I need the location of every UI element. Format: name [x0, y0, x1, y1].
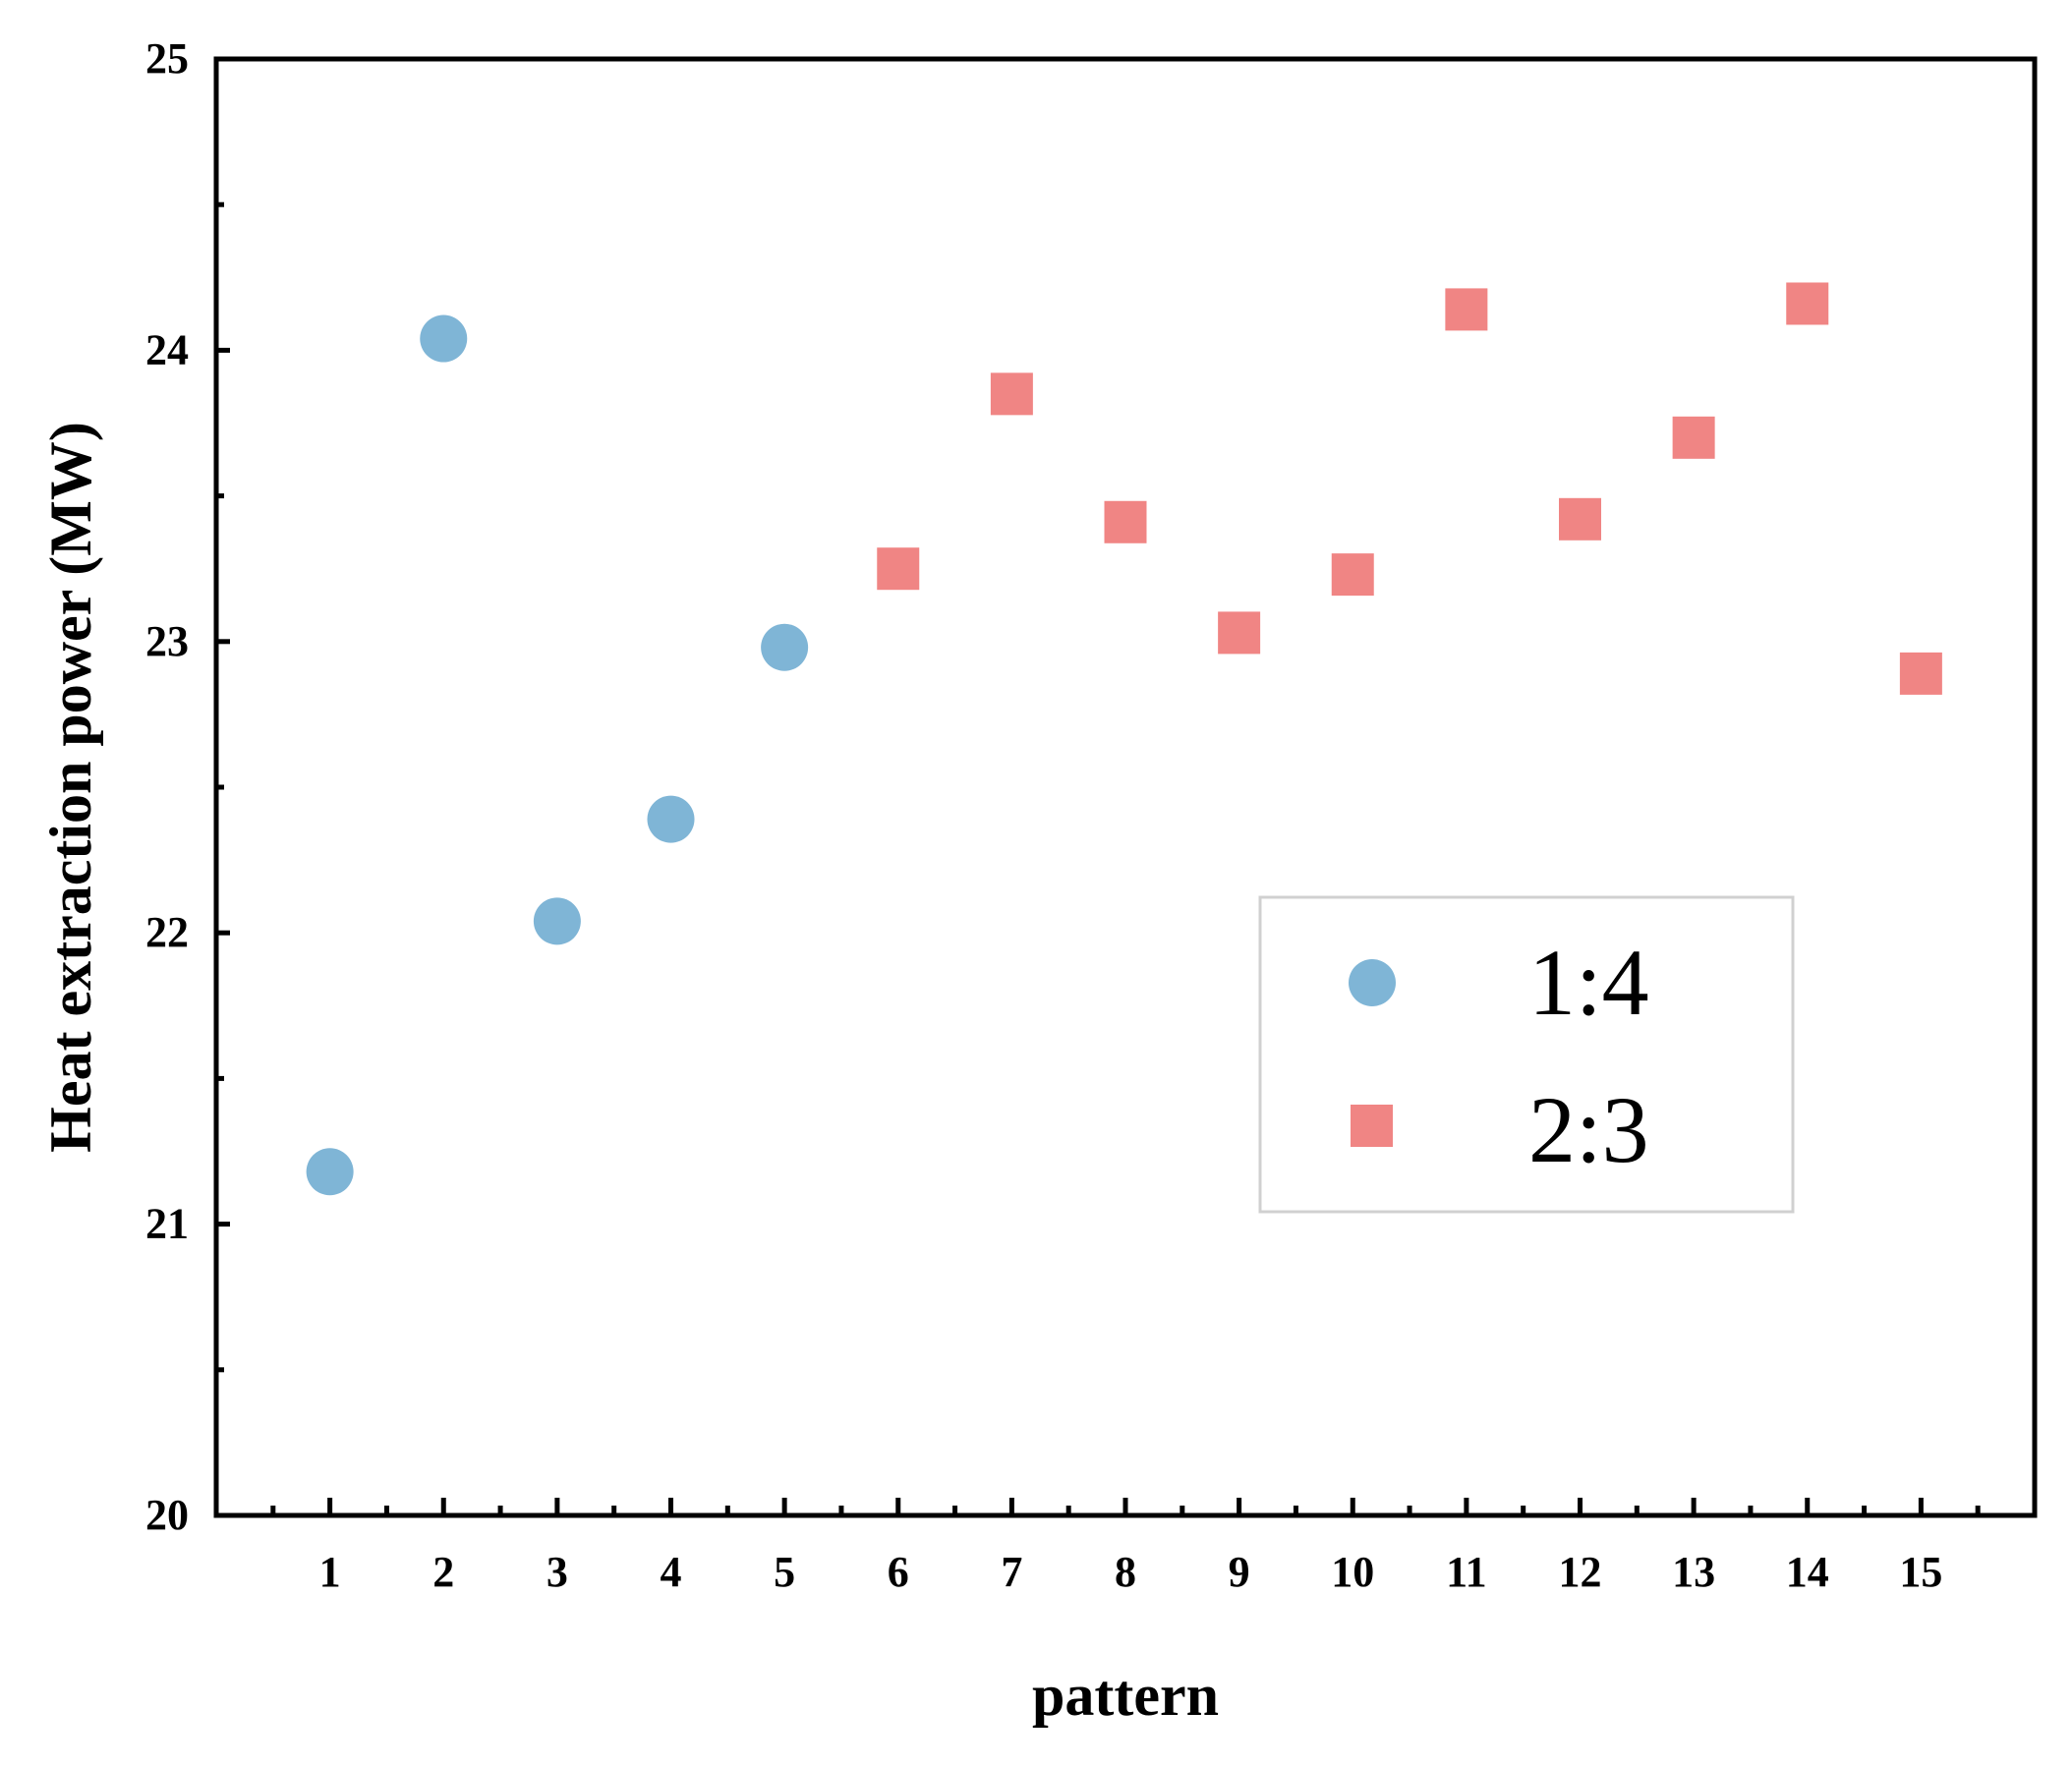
- data-point-series-2: [1104, 500, 1147, 543]
- legend-label-series-1: 1:4: [1528, 930, 1649, 1035]
- data-markers: [306, 282, 1942, 1196]
- data-point-series-2: [1899, 652, 1942, 695]
- x-tick-label: 1: [319, 1548, 341, 1596]
- y-axis-tick-labels: 20 21 22 23 24 25: [145, 34, 189, 1539]
- data-point-series-1: [420, 314, 468, 363]
- data-point-series-2: [877, 547, 920, 591]
- data-point-series-2: [1786, 282, 1829, 325]
- x-tick-label: 15: [1899, 1548, 1942, 1596]
- y-tick-label: 24: [145, 325, 189, 373]
- x-tick-label: 2: [432, 1548, 454, 1596]
- x-tick-label: 12: [1559, 1548, 1602, 1596]
- y-tick-label: 25: [145, 34, 189, 83]
- x-axis-title: pattern: [1032, 1663, 1219, 1728]
- x-tick-label: 9: [1229, 1548, 1250, 1596]
- x-tick-label: 7: [1001, 1548, 1022, 1596]
- data-point-series-2: [1218, 611, 1261, 655]
- x-tick-label: 13: [1672, 1548, 1715, 1596]
- y-axis-title: Heat extraction power (MW): [38, 422, 103, 1153]
- x-tick-label: 4: [661, 1548, 682, 1596]
- x-axis-ticks: [270, 1498, 1981, 1515]
- x-tick-label: 6: [888, 1548, 909, 1596]
- data-point-series-2: [1672, 416, 1715, 459]
- data-point-series-2: [1559, 497, 1601, 541]
- legend-label-series-2: 2:3: [1528, 1077, 1649, 1182]
- y-axis-ticks: [216, 56, 230, 1518]
- plot-frame: [213, 56, 2038, 1518]
- x-tick-label: 5: [774, 1548, 795, 1596]
- legend: 1:4 2:3: [1258, 895, 1795, 1214]
- x-tick-label: 10: [1331, 1548, 1374, 1596]
- y-tick-label: 21: [145, 1200, 189, 1248]
- data-point-series-2: [1445, 288, 1488, 331]
- data-point-series-2: [990, 372, 1033, 416]
- legend-marker-series-1: [1349, 959, 1396, 1006]
- data-point-series-1: [306, 1148, 354, 1196]
- x-axis-tick-labels: 1 2 3 4 5 6 7 8 9 10 11 12 13 14 15: [319, 1548, 1943, 1596]
- x-tick-label: 8: [1115, 1548, 1136, 1596]
- x-tick-label: 3: [547, 1548, 568, 1596]
- data-point-series-1: [761, 623, 809, 671]
- data-point-series-1: [647, 795, 695, 843]
- data-point-series-2: [1331, 553, 1374, 597]
- x-tick-label: 11: [1446, 1548, 1487, 1596]
- x-tick-label: 14: [1786, 1548, 1829, 1596]
- y-tick-label: 20: [145, 1491, 189, 1539]
- y-tick-label: 22: [145, 908, 189, 956]
- y-tick-label: 23: [145, 617, 189, 665]
- legend-box: [1258, 895, 1795, 1214]
- legend-marker-series-2: [1351, 1105, 1393, 1147]
- data-point-series-1: [533, 897, 581, 945]
